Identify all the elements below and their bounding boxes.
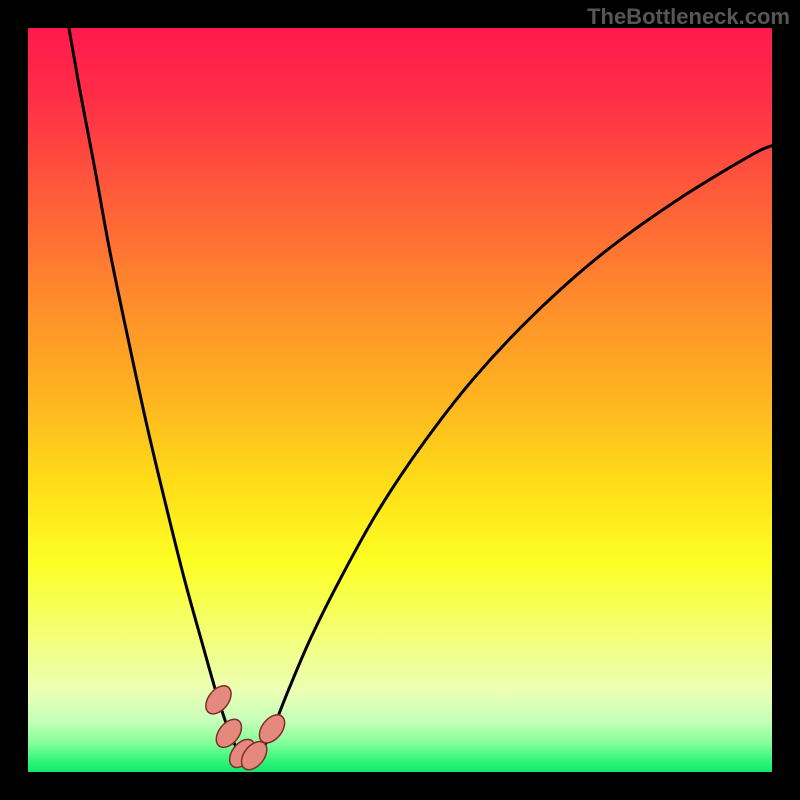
curve-markers [201, 681, 290, 772]
plot-area [28, 28, 772, 772]
chart-root: TheBottleneck.com [0, 0, 800, 800]
curve-marker [201, 681, 236, 719]
curve-layer [28, 28, 772, 772]
watermark-text: TheBottleneck.com [587, 4, 790, 30]
bottleneck-curve [69, 28, 772, 761]
